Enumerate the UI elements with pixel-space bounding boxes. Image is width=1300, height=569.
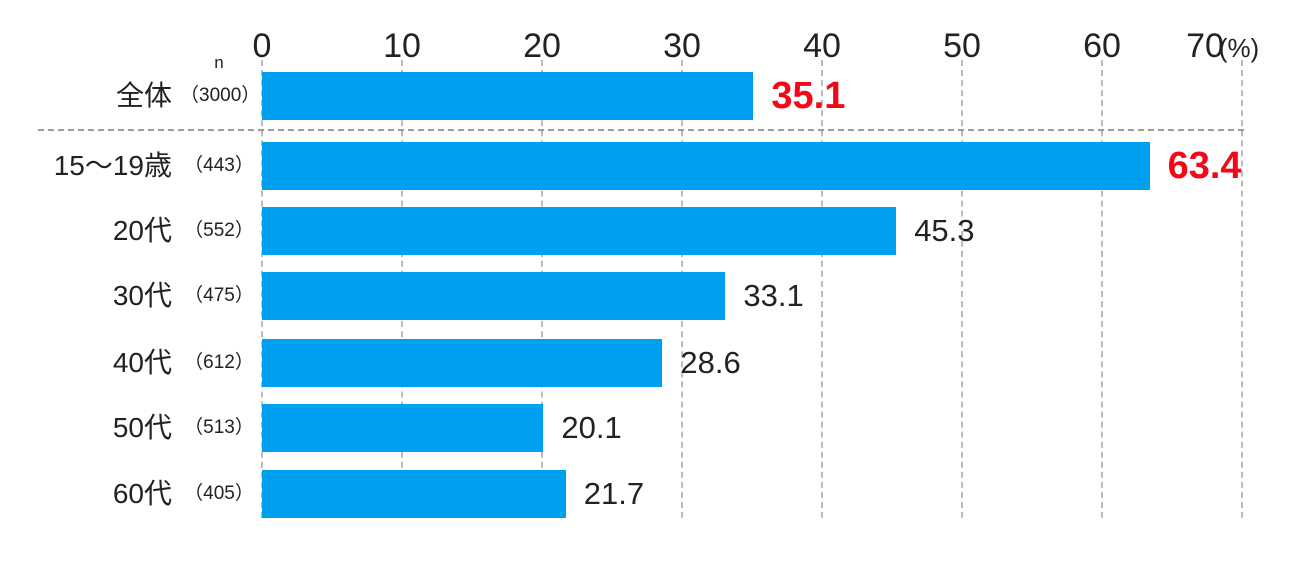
x-axis-tick-label: 70: [1186, 27, 1224, 65]
category-label: 全体: [115, 80, 172, 111]
sample-size-label: （612）: [184, 352, 254, 373]
value-label: 45.3: [914, 213, 975, 248]
bar-row: 20代 （552） 45.3: [0, 207, 1300, 255]
bar: [262, 339, 663, 387]
category-label: 50代: [112, 412, 172, 443]
x-axis-tick-label: 50: [943, 27, 981, 65]
bar-row: 40代 （612） 28.6: [0, 339, 1300, 387]
x-axis-tick-label: 40: [803, 27, 841, 65]
sample-size-label: （3000）: [180, 85, 261, 106]
bar: [262, 207, 897, 255]
gridline: [961, 60, 963, 518]
bar-row: 60代 （405） 21.7: [0, 470, 1300, 518]
bar: [262, 72, 754, 120]
value-label: 63.4: [1167, 145, 1242, 187]
x-axis-tick-label: 0: [252, 27, 272, 65]
x-axis-tick-label: 30: [663, 27, 701, 65]
x-axis-tick-label: 60: [1083, 27, 1121, 65]
bar: [262, 272, 726, 320]
category-label: 15～19歳: [53, 150, 172, 181]
value-label: 21.7: [583, 476, 645, 511]
category-label: 20代: [112, 215, 172, 246]
sample-size-label: （513）: [184, 417, 254, 438]
bar-row: 全体 （3000） 35.1: [0, 72, 1300, 120]
x-axis-tick-label: 20: [523, 27, 561, 65]
x-axis-unit-label: (%): [1218, 33, 1260, 63]
sample-size-label: （443）: [184, 155, 254, 176]
bar: [262, 404, 544, 452]
value-label: 33.1: [743, 278, 804, 313]
category-label: 40代: [112, 347, 172, 378]
sample-size-label: （552）: [184, 220, 254, 241]
n-column-header: n: [214, 53, 224, 72]
value-label: 35.1: [771, 75, 846, 117]
bar-row: 50代 （513） 20.1: [0, 404, 1300, 452]
total-vs-age-separator-line: [38, 129, 1244, 131]
category-label: 30代: [112, 280, 172, 311]
x-axis-tick-label: 10: [383, 27, 421, 65]
category-label: 60代: [112, 478, 172, 509]
x-axis: 0 10 20 30 40 50 60 70: [0, 0, 1300, 70]
bar: [262, 470, 566, 518]
gridline: [1241, 60, 1243, 518]
bar-row: 15～19歳 （443） 63.4: [0, 142, 1300, 190]
gridline: [1101, 60, 1103, 518]
sample-size-label: （405）: [184, 483, 254, 504]
gridline: [821, 60, 823, 518]
bar: [262, 142, 1150, 190]
value-label: 28.6: [680, 345, 741, 380]
sample-size-label: （475）: [184, 285, 254, 306]
value-label: 20.1: [561, 410, 622, 445]
bar-row: 30代 （475） 33.1: [0, 272, 1300, 320]
